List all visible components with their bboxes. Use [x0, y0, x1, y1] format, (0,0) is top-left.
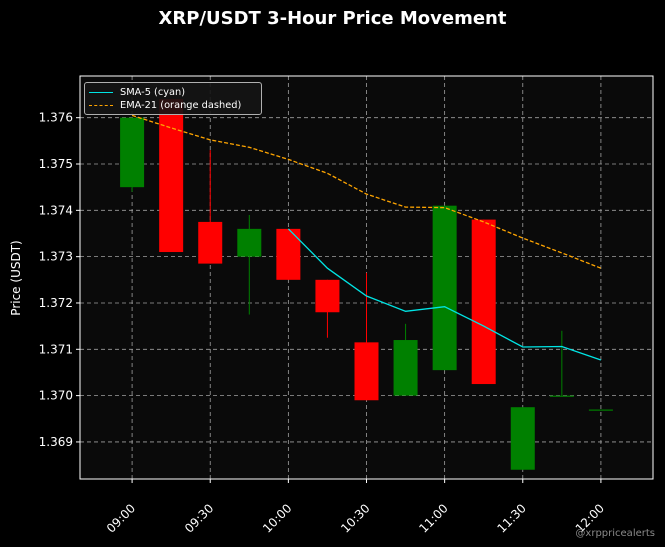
legend-entry-ema: EMA-21 (orange dashed)	[89, 99, 257, 112]
series-line-sma	[287, 228, 602, 361]
y-tick-label-2: 1.371	[39, 342, 73, 356]
candle-body-0	[120, 117, 145, 188]
candle-body-1	[159, 99, 184, 253]
candles	[120, 99, 613, 470]
legend-swatch-sma	[89, 92, 113, 93]
legend-label-ema: EMA-21 (orange dashed)	[120, 100, 242, 111]
legend: SMA-5 (cyan) EMA-21 (orange dashed)	[84, 82, 262, 115]
legend-label-sma: SMA-5 (cyan)	[120, 87, 186, 98]
x-tick-label-0: 09:00	[104, 501, 138, 535]
indicator-lines	[131, 114, 602, 361]
candle-body-12	[588, 409, 613, 411]
series-line-ema	[131, 114, 602, 269]
candle-body-6	[354, 342, 379, 401]
x-tick-label-5: 11:30	[495, 501, 529, 535]
y-axis: 1.369 1.370 1.371 1.372 1.373 1.374 1.375 1.376	[39, 111, 80, 449]
candle-body-9	[471, 219, 496, 385]
watermark: @xrppricealerts	[575, 528, 655, 539]
x-tick-label-1: 09:30	[182, 501, 216, 535]
y-tick-label-6: 1.375	[39, 157, 73, 171]
candle-body-5	[315, 279, 340, 313]
legend-swatch-ema	[89, 105, 113, 106]
candle-body-11	[549, 395, 574, 397]
x-axis: 09:00 09:30 10:00 10:30 11:00 11:30 12:00	[104, 479, 607, 536]
candle-body-10	[510, 407, 535, 470]
candle-body-7	[393, 340, 418, 396]
candle-body-3	[237, 228, 262, 257]
y-axis-label: Price (USDT)	[9, 240, 23, 315]
y-tick-label-0: 1.369	[39, 435, 73, 449]
y-tick-label-3: 1.372	[39, 296, 73, 310]
y-tick-label-1: 1.370	[39, 389, 73, 403]
y-tick-label-4: 1.373	[39, 250, 73, 264]
x-tick-label-3: 10:30	[338, 501, 372, 535]
legend-entry-sma: SMA-5 (cyan)	[89, 86, 257, 99]
y-tick-label-5: 1.374	[39, 203, 73, 217]
x-tick-label-2: 10:00	[260, 501, 294, 535]
candle-body-8	[432, 205, 457, 371]
x-tick-label-4: 11:00	[416, 501, 450, 535]
candle-body-2	[198, 221, 223, 264]
y-tick-label-7: 1.376	[39, 111, 73, 125]
chart-title: XRP/USDT 3-Hour Price Movement	[158, 8, 507, 29]
